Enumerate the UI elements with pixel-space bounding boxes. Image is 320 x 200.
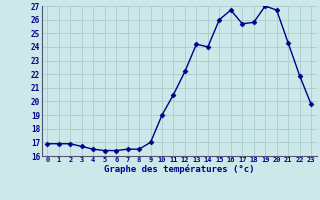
X-axis label: Graphe des températures (°c): Graphe des températures (°c) [104, 165, 254, 174]
